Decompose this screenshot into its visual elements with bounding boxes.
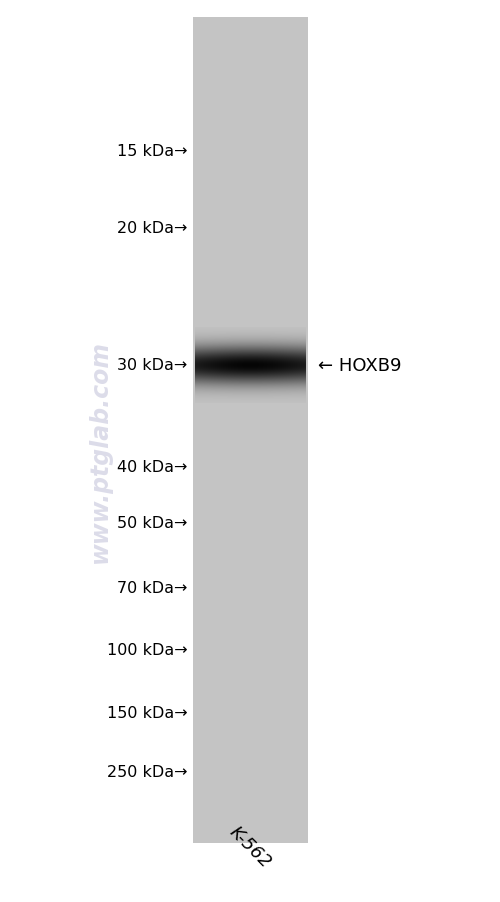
Text: 30 kDa→: 30 kDa→: [117, 358, 188, 373]
Text: 250 kDa→: 250 kDa→: [107, 764, 188, 778]
Text: 150 kDa→: 150 kDa→: [107, 705, 188, 720]
Text: 70 kDa→: 70 kDa→: [117, 581, 188, 595]
Text: www.ptglab.com: www.ptglab.com: [88, 340, 112, 562]
Text: 20 kDa→: 20 kDa→: [117, 221, 188, 235]
Text: K-562: K-562: [226, 822, 274, 870]
Text: 100 kDa→: 100 kDa→: [107, 642, 188, 657]
Text: 15 kDa→: 15 kDa→: [117, 144, 188, 159]
Bar: [192, 18, 308, 843]
Text: 50 kDa→: 50 kDa→: [117, 516, 188, 530]
Text: 40 kDa→: 40 kDa→: [117, 460, 188, 474]
Text: ← HOXB9: ← HOXB9: [318, 356, 401, 374]
